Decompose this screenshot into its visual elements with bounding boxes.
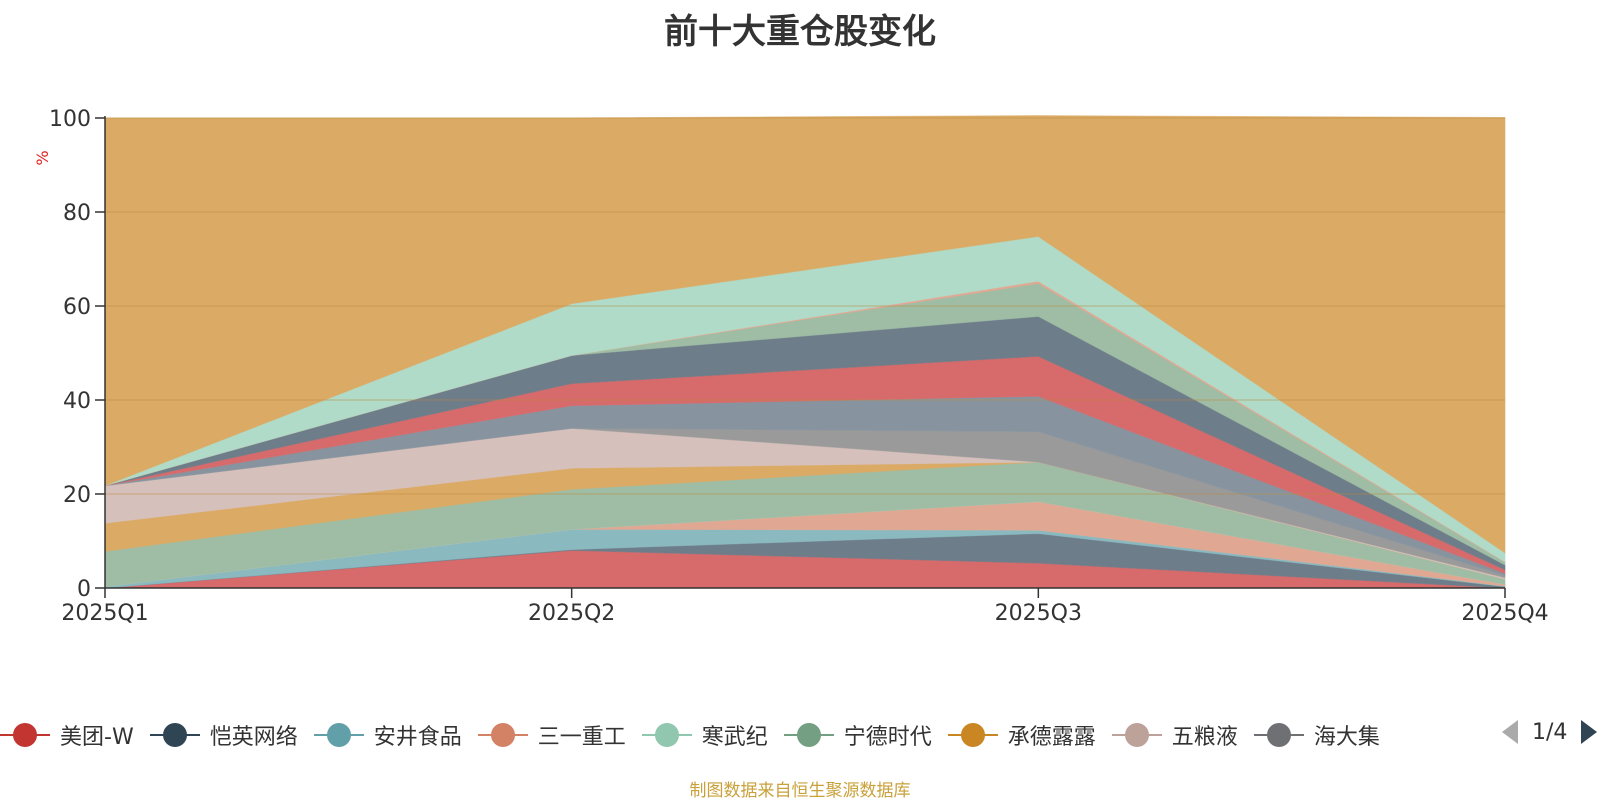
- y-tick-label: 0: [77, 577, 91, 602]
- legend-item[interactable]: 安井食品: [313, 719, 462, 751]
- axes: 0 20 40 60 80 100 2025Q1 2025Q2 2025Q3 2025Q4: [49, 107, 1549, 626]
- legend-item[interactable]: 恺英网络: [149, 719, 298, 751]
- legend: 美团-W 恺英网络 安井食品 三一重工 寒武纪 宁德时代 承德露露 五粮液 海大集: [0, 715, 1600, 755]
- legend-item[interactable]: 三一重工: [477, 719, 626, 751]
- legend-item[interactable]: 承德露露: [947, 719, 1096, 751]
- legend-marker-icon: [477, 722, 528, 748]
- x-tick-label: 2025Q1: [61, 601, 148, 626]
- legend-item[interactable]: 五粮液: [1111, 719, 1238, 751]
- legend-pager: 1/4: [1500, 718, 1599, 746]
- legend-label: 恺英网络: [209, 725, 298, 750]
- legend-item[interactable]: 美团-W: [0, 719, 134, 751]
- y-tick-label: 60: [63, 295, 91, 320]
- legend-marker-icon: [641, 722, 692, 748]
- x-tick-label: 2025Q4: [1461, 601, 1548, 626]
- x-tick-label: 2025Q3: [995, 601, 1082, 626]
- source-note: 制图数据来自恒生聚源数据库: [689, 781, 911, 801]
- y-tick-label: 20: [63, 483, 91, 508]
- y-tick-label: 40: [63, 389, 91, 414]
- legend-marker-icon: [947, 722, 998, 748]
- legend-page-indicator: 1/4: [1532, 719, 1568, 745]
- prev-page-icon[interactable]: [1500, 718, 1520, 746]
- y-axis-label: %: [33, 150, 52, 165]
- area-series-group: [104, 115, 1506, 589]
- legend-marker-icon: [149, 722, 200, 748]
- next-page-icon[interactable]: [1579, 718, 1599, 746]
- chart-title: 前十大重仓股变化: [664, 12, 936, 52]
- legend-label: 寒武纪: [701, 725, 768, 750]
- grid-lines: [105, 117, 1505, 495]
- legend-item[interactable]: 寒武纪: [641, 719, 768, 751]
- legend-marker-icon: [783, 722, 834, 748]
- y-tick-label: 80: [63, 201, 91, 226]
- stacked-area-chart: 0 20 40 60 80 100 2025Q1 2025Q2 2025Q3 2025Q4 %: [33, 107, 1549, 626]
- y-tick-label: 100: [49, 107, 91, 132]
- legend-marker-icon: [313, 722, 364, 748]
- legend-label: 三一重工: [537, 725, 626, 750]
- x-tick-label: 2025Q2: [528, 601, 615, 626]
- legend-label: 海大集: [1313, 725, 1380, 750]
- legend-marker-icon: [1111, 722, 1162, 748]
- legend-label: 宁德时代: [843, 725, 932, 750]
- legend-label: 美团-W: [60, 725, 134, 750]
- legend-label: 安井食品: [373, 725, 462, 750]
- legend-label: 承德露露: [1007, 725, 1096, 750]
- legend-marker-icon: [0, 722, 50, 748]
- legend-item[interactable]: 海大集: [1253, 719, 1380, 751]
- legend-item[interactable]: 宁德时代: [783, 719, 932, 751]
- legend-label: 五粮液: [1171, 725, 1238, 750]
- legend-marker-icon: [1253, 722, 1304, 748]
- area-series-15: [104, 115, 1506, 554]
